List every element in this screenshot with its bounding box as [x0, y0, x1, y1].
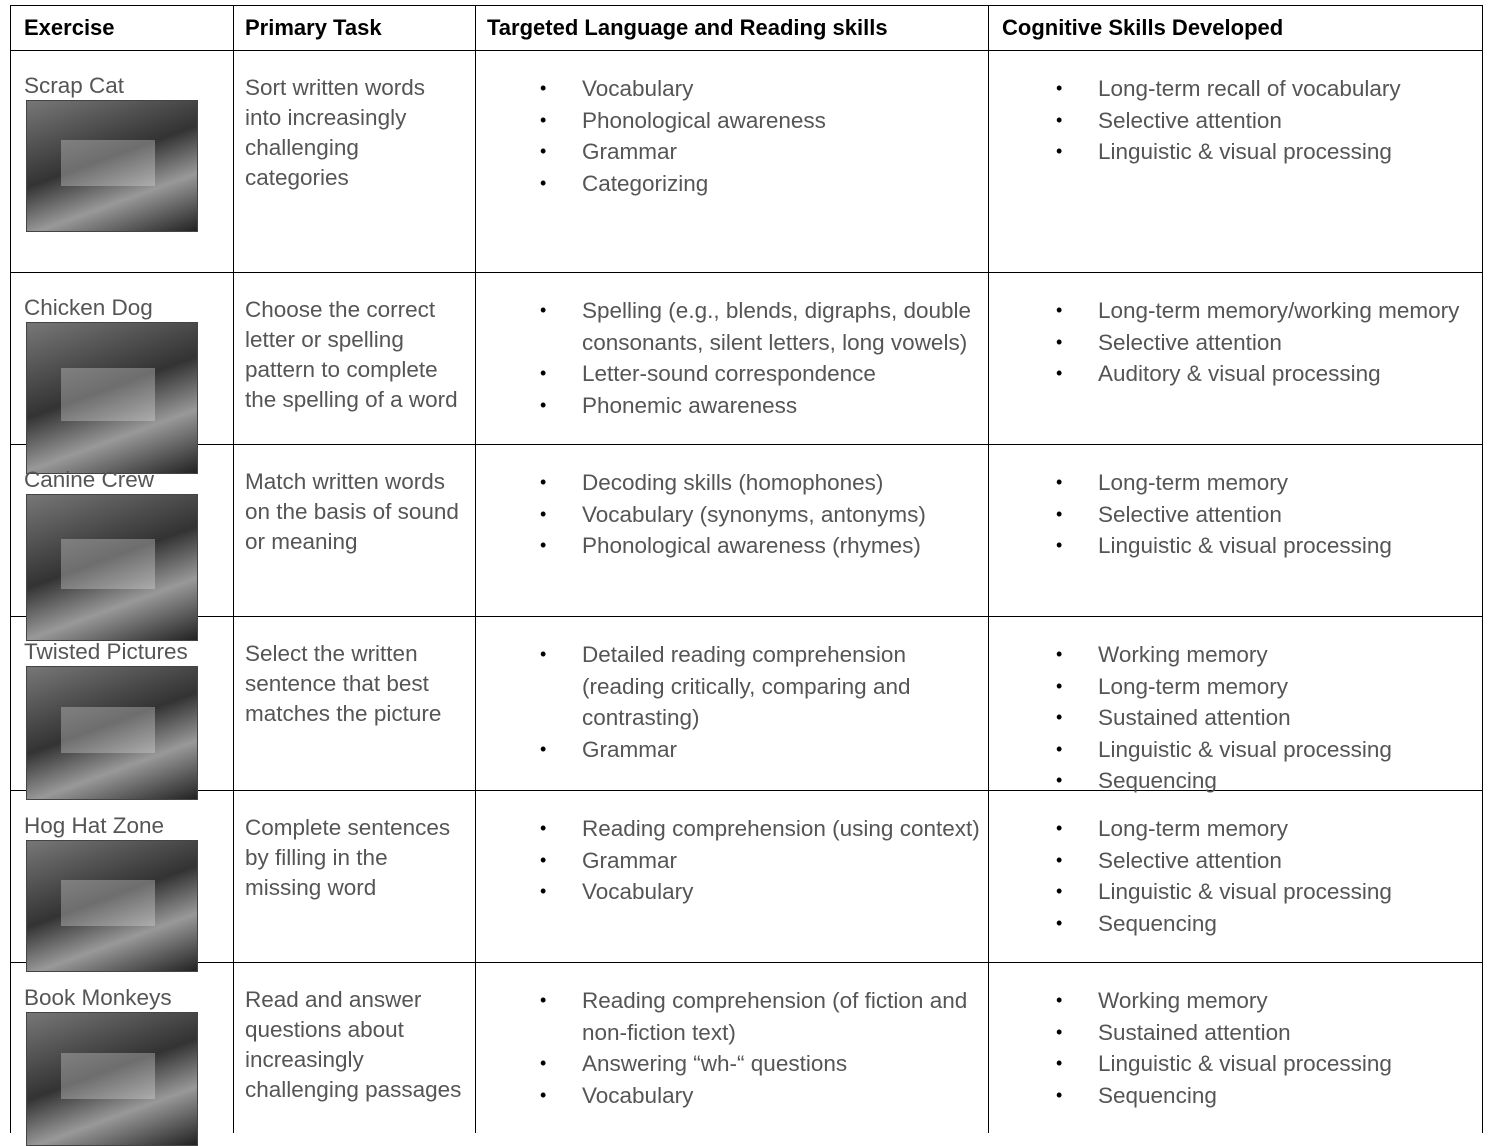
cognitive-skills: Working memoryLong-term memorySustained …	[1056, 639, 1476, 797]
primary-task: Sort written words into increasingly cha…	[245, 75, 426, 190]
exercise-screenshot	[26, 322, 198, 474]
cognitive-skill: Long-term recall of vocabulary	[1056, 73, 1476, 105]
language-skills: Spelling (e.g., blends, digraphs, double…	[540, 295, 980, 421]
cognitive-skills: Long-term memory/working memorySelective…	[1056, 295, 1476, 390]
language-skill: Grammar	[540, 845, 980, 877]
cognitive-skill: Linguistic & visual processing	[1056, 136, 1476, 168]
cognitive-skill: Selective attention	[1056, 845, 1476, 877]
cognitive-skill: Selective attention	[1056, 105, 1476, 137]
primary-task: Choose the correct letter or spelling pa…	[245, 297, 458, 412]
language-skill: Grammar	[540, 136, 980, 168]
cognitive-skill: Linguistic & visual processing	[1056, 734, 1476, 766]
language-skill: Phonological awareness	[540, 105, 980, 137]
language-skill: Decoding skills (homophones)	[540, 467, 980, 499]
exercise-name: Hog Hat Zone	[24, 813, 165, 838]
header-cell: Primary Task	[245, 15, 382, 40]
cognitive-skill: Selective attention	[1056, 499, 1476, 531]
cognitive-skills: Working memorySustained attentionLinguis…	[1056, 985, 1476, 1111]
primary-task: Complete sentences by filling in the mis…	[245, 815, 451, 900]
cognitive-skill: Sustained attention	[1056, 702, 1476, 734]
language-skills: Reading comprehension (using context)Gra…	[540, 813, 980, 908]
exercise-name: Canine Crew	[24, 467, 155, 492]
exercise-screenshot	[26, 666, 198, 800]
row-border	[10, 616, 1483, 617]
exercise-name: Book Monkeys	[24, 985, 172, 1010]
cognitive-skill: Long-term memory	[1056, 671, 1476, 703]
cognitive-skill: Sequencing	[1056, 1080, 1476, 1112]
exercise-screenshot	[26, 494, 198, 641]
language-skill: Spelling (e.g., blends, digraphs, double…	[540, 295, 980, 358]
exercise-screenshot	[26, 1012, 198, 1146]
primary-task: Match written words on the basis of soun…	[245, 469, 459, 554]
exercise-name: Scrap Cat	[24, 73, 125, 98]
column-border	[10, 5, 11, 1133]
language-skill: Letter-sound correspondence	[540, 358, 980, 390]
language-skill: Detailed reading comprehension (reading …	[540, 639, 980, 734]
language-skill: Reading comprehension (using context)	[540, 813, 980, 845]
primary-task: Read and answer questions about increasi…	[245, 987, 462, 1102]
cognitive-skill: Working memory	[1056, 639, 1476, 671]
language-skills: Reading comprehension (of fiction and no…	[540, 985, 980, 1111]
exercise-name: Chicken Dog	[24, 295, 153, 320]
language-skills: VocabularyPhonological awarenessGrammarC…	[540, 73, 980, 199]
language-skill: Vocabulary	[540, 876, 980, 908]
header-cell: Targeted Language and Reading skills	[487, 15, 888, 40]
cognitive-skill: Long-term memory	[1056, 467, 1476, 499]
cognitive-skill: Linguistic & visual processing	[1056, 530, 1476, 562]
language-skill: Phonemic awareness	[540, 390, 980, 422]
row-border	[10, 5, 1483, 6]
row-border	[10, 50, 1483, 51]
language-skill: Grammar	[540, 734, 980, 766]
cognitive-skill: Auditory & visual processing	[1056, 358, 1476, 390]
exercise-screenshot	[26, 100, 198, 232]
exercise-name: Twisted Pictures	[24, 639, 188, 664]
column-border	[988, 5, 989, 1133]
header-cell: Exercise	[24, 15, 115, 40]
language-skill: Reading comprehension (of fiction and no…	[540, 985, 980, 1048]
language-skill: Phonological awareness (rhymes)	[540, 530, 980, 562]
row-border	[10, 790, 1483, 791]
row-border	[10, 272, 1483, 273]
language-skill: Vocabulary	[540, 1080, 980, 1112]
cognitive-skill: Sequencing	[1056, 765, 1476, 797]
language-skill: Answering “wh-“ questions	[540, 1048, 980, 1080]
cognitive-skill: Sustained attention	[1056, 1017, 1476, 1049]
row-border	[10, 962, 1483, 963]
cognitive-skills: Long-term memorySelective attentionLingu…	[1056, 813, 1476, 939]
cognitive-skills: Long-term recall of vocabularySelective …	[1056, 73, 1476, 168]
cognitive-skill: Long-term memory	[1056, 813, 1476, 845]
cognitive-skill: Linguistic & visual processing	[1056, 876, 1476, 908]
column-border	[1482, 5, 1483, 1133]
primary-task: Select the written sentence that best ma…	[245, 641, 442, 726]
row-border	[10, 444, 1483, 445]
cognitive-skills: Long-term memorySelective attentionLingu…	[1056, 467, 1476, 562]
cognitive-skill: Linguistic & visual processing	[1056, 1048, 1476, 1080]
cognitive-skill: Long-term memory/working memory	[1056, 295, 1476, 327]
language-skill: Vocabulary (synonyms, antonyms)	[540, 499, 980, 531]
language-skill: Categorizing	[540, 168, 980, 200]
language-skill: Vocabulary	[540, 73, 980, 105]
cognitive-skill: Selective attention	[1056, 327, 1476, 359]
column-border	[233, 5, 234, 1133]
header-cell: Cognitive Skills Developed	[1002, 15, 1284, 40]
cognitive-skill: Working memory	[1056, 985, 1476, 1017]
cognitive-skill: Sequencing	[1056, 908, 1476, 940]
language-skills: Detailed reading comprehension (reading …	[540, 639, 980, 765]
language-skills: Decoding skills (homophones)Vocabulary (…	[540, 467, 980, 562]
exercise-screenshot	[26, 840, 198, 972]
column-border	[475, 5, 476, 1133]
